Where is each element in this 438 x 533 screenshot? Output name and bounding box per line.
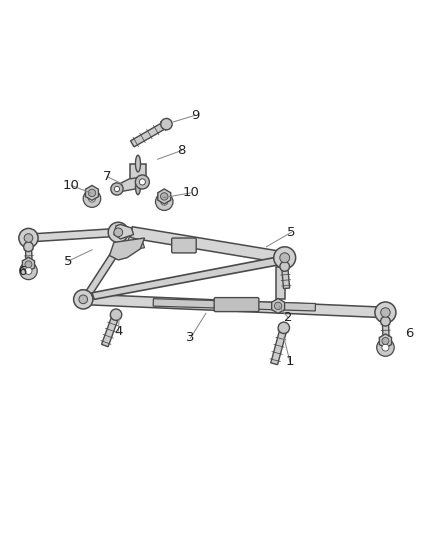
Circle shape: [375, 302, 396, 323]
Polygon shape: [153, 298, 315, 311]
Text: 4: 4: [114, 325, 123, 338]
Text: 6: 6: [18, 265, 27, 278]
Circle shape: [24, 242, 33, 252]
Polygon shape: [114, 224, 134, 239]
Circle shape: [161, 118, 172, 130]
Text: 3: 3: [186, 332, 195, 344]
Circle shape: [88, 189, 95, 197]
Circle shape: [382, 344, 389, 351]
Circle shape: [114, 187, 120, 191]
Polygon shape: [85, 185, 99, 200]
Circle shape: [19, 229, 38, 248]
Polygon shape: [85, 239, 126, 297]
Text: 8: 8: [177, 144, 186, 157]
Text: 1: 1: [286, 355, 294, 368]
Circle shape: [274, 247, 296, 269]
Circle shape: [160, 193, 168, 200]
Circle shape: [381, 317, 390, 326]
Circle shape: [74, 290, 93, 309]
Circle shape: [24, 233, 33, 243]
Polygon shape: [382, 321, 389, 345]
Text: 9: 9: [191, 109, 199, 122]
Text: 5: 5: [64, 255, 72, 268]
Text: 10: 10: [63, 179, 80, 192]
Circle shape: [382, 337, 389, 344]
Circle shape: [155, 193, 173, 211]
Circle shape: [114, 228, 123, 237]
FancyBboxPatch shape: [214, 297, 259, 312]
Circle shape: [278, 322, 290, 334]
Text: 10: 10: [182, 187, 199, 199]
Text: 5: 5: [287, 226, 296, 239]
Ellipse shape: [135, 178, 141, 195]
Polygon shape: [271, 327, 287, 365]
Polygon shape: [25, 247, 32, 271]
Polygon shape: [83, 294, 386, 318]
Circle shape: [280, 253, 290, 263]
Polygon shape: [22, 257, 35, 271]
Circle shape: [79, 295, 88, 304]
Polygon shape: [158, 189, 171, 204]
Polygon shape: [272, 298, 285, 313]
Text: 7: 7: [103, 170, 112, 183]
Circle shape: [108, 222, 128, 243]
Polygon shape: [127, 237, 145, 249]
Polygon shape: [130, 164, 146, 187]
Polygon shape: [282, 266, 290, 288]
Circle shape: [274, 302, 282, 310]
Circle shape: [111, 183, 123, 195]
Circle shape: [377, 339, 394, 356]
Circle shape: [280, 262, 290, 271]
Circle shape: [25, 268, 32, 274]
Polygon shape: [379, 334, 392, 348]
Circle shape: [83, 190, 101, 207]
Circle shape: [161, 198, 168, 205]
Polygon shape: [102, 313, 120, 347]
Circle shape: [135, 175, 149, 189]
Circle shape: [20, 262, 37, 280]
Polygon shape: [116, 177, 145, 192]
Ellipse shape: [135, 155, 141, 172]
Text: 2: 2: [284, 311, 293, 324]
Circle shape: [139, 179, 145, 185]
FancyBboxPatch shape: [172, 238, 196, 253]
Polygon shape: [28, 229, 119, 242]
Polygon shape: [110, 238, 145, 260]
Circle shape: [110, 309, 122, 320]
Circle shape: [381, 308, 390, 317]
Polygon shape: [131, 121, 168, 147]
Polygon shape: [131, 227, 286, 263]
Polygon shape: [276, 266, 285, 300]
Text: 6: 6: [405, 327, 414, 340]
Circle shape: [88, 195, 95, 202]
Polygon shape: [92, 255, 293, 300]
Circle shape: [25, 261, 32, 268]
